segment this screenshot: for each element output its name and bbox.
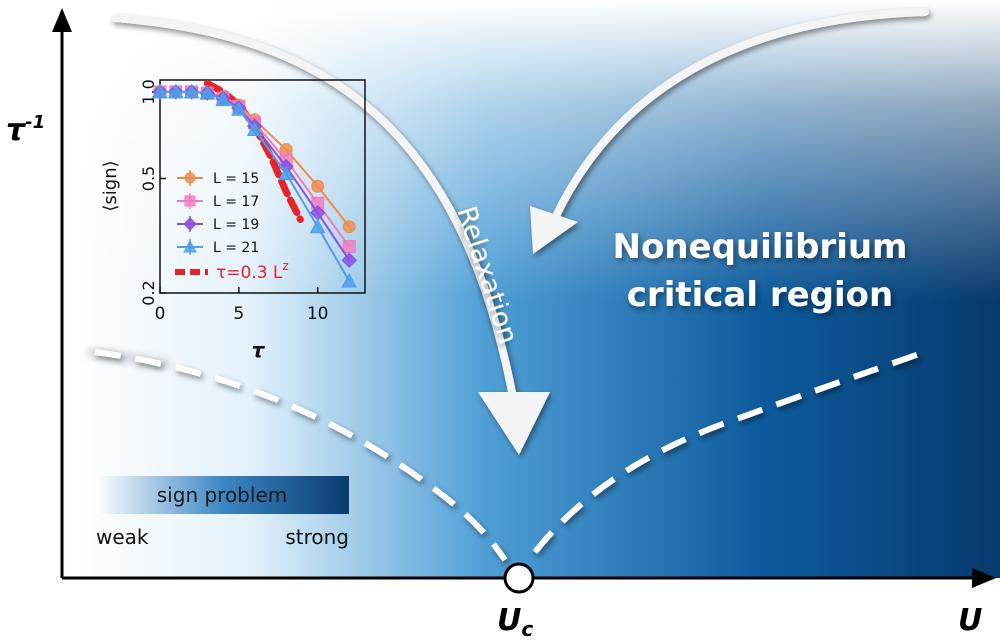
right-relaxation-arrow xyxy=(530,8,929,254)
inset-chart: 0 5 100.20.51.0 τ ⟨sign⟩ L = 15L = 17L = 1… xyxy=(100,79,366,362)
data-point xyxy=(184,195,196,207)
inset-frame xyxy=(159,79,366,294)
critical-point-marker xyxy=(503,562,535,594)
data-point xyxy=(309,218,326,234)
y-axis-label: τ-1 xyxy=(6,112,45,148)
inset-y-tick-label: 0.2 xyxy=(139,280,158,305)
colorbar-weak-label: weak xyxy=(96,525,149,549)
data-point xyxy=(231,101,247,116)
region-label-line1: Nonequilibrium xyxy=(613,227,908,267)
left-arrowhead-icon xyxy=(478,392,550,455)
colorbar-title: sign problem xyxy=(157,483,287,507)
data-point xyxy=(183,239,197,253)
inset-y-label: ⟨sign⟩ xyxy=(100,160,121,211)
series-l21 xyxy=(152,83,358,288)
region-label: Nonequilibrium critical region xyxy=(613,227,908,315)
region-label-line2: critical region xyxy=(627,275,893,315)
series-line xyxy=(160,90,351,282)
inset-y-tick-label: 0.5 xyxy=(139,166,158,191)
data-point xyxy=(341,252,357,268)
data-point xyxy=(311,179,325,193)
legend-label: L = 19 xyxy=(213,217,259,233)
data-point xyxy=(152,83,168,99)
data-point xyxy=(215,91,231,107)
data-point xyxy=(183,83,200,99)
data-point xyxy=(184,172,196,184)
data-point xyxy=(183,217,197,231)
y-axis xyxy=(52,8,72,578)
legend-label: L = 15 xyxy=(213,171,259,187)
data-point xyxy=(278,165,294,181)
data-point xyxy=(341,273,358,288)
left-relaxation-arrow xyxy=(111,14,550,455)
inset-ticks: 0 5 100.20.51.0 xyxy=(139,79,329,324)
right-arrowhead-icon xyxy=(530,206,578,254)
inset-x-tick-label: 5 xyxy=(233,304,244,324)
data-point xyxy=(246,121,263,137)
legend-fit-label: τ=0.3 Lz xyxy=(216,259,289,283)
inset-x-tick-label: 10 xyxy=(307,304,329,324)
legend-label: L = 17 xyxy=(213,194,259,210)
y-axis-arrow-icon xyxy=(52,8,72,32)
critical-point-label: Uc xyxy=(497,603,533,638)
x-axis-arrow-icon xyxy=(972,568,996,588)
legend-label: L = 21 xyxy=(213,240,259,256)
data-point xyxy=(342,240,356,254)
inset-x-label: τ xyxy=(252,338,266,362)
inset-series xyxy=(152,83,358,288)
colorbar-gradient xyxy=(96,476,349,514)
sign-problem-colorbar: sign problem weak strong xyxy=(96,476,349,549)
left-crossover-line xyxy=(94,349,508,562)
colorbar-strong-label: strong xyxy=(285,525,349,549)
right-crossover-line xyxy=(532,349,926,554)
data-point xyxy=(167,83,184,99)
inset-x-tick-label: 0 xyxy=(155,304,166,324)
data-point xyxy=(342,220,356,234)
background-fade xyxy=(62,0,1000,300)
inset-legend: L = 15 L = 17 L = 19 L = 21 τ=0.3 Lz xyxy=(175,170,289,283)
x-axis-label: U xyxy=(958,603,982,638)
data-point xyxy=(199,85,216,100)
